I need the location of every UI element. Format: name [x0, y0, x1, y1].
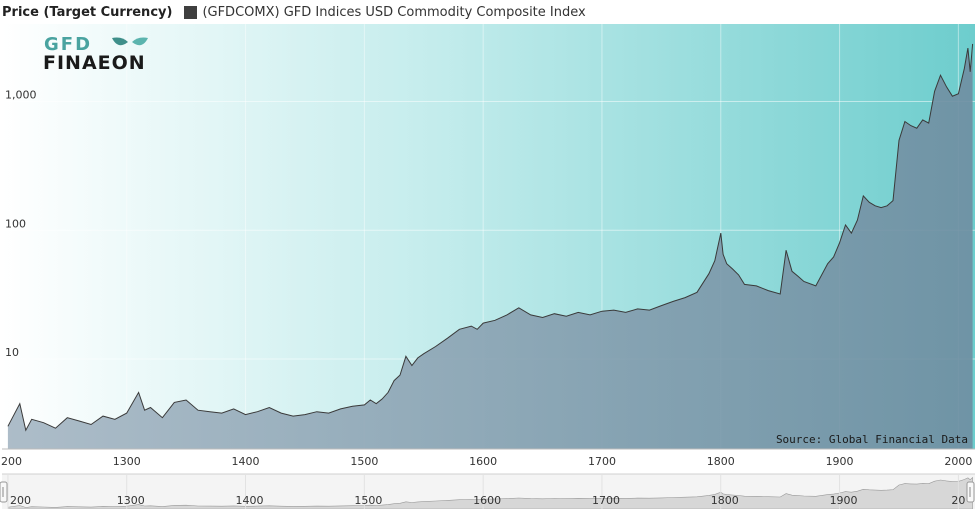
navigator-tick-label: 1700	[592, 494, 620, 507]
y-axis-ticks: 10 100 1,000	[5, 89, 37, 359]
legend-swatch	[184, 5, 198, 19]
chart-header: Price (Target Currency) (GFDCOMX) GFD In…	[0, 0, 975, 24]
navigator-right-handle[interactable]	[966, 481, 975, 503]
navigator-series	[7, 476, 973, 509]
navigator-tick-label: 1600	[473, 494, 501, 507]
x-tick-label: 1300	[113, 455, 141, 468]
leaf-icon	[112, 37, 148, 46]
logo-finaeon-text: FINAEON	[43, 52, 146, 74]
x-tick-label: 1800	[707, 455, 735, 468]
x-axis-ticks: 1200 1300 1400 1500 1600 1700 1800 1900 2000	[0, 455, 972, 468]
x-tick-label: 1400	[232, 455, 260, 468]
logo-gfd-text: GFD	[44, 34, 92, 55]
x-tick-label: 1600	[469, 455, 497, 468]
x-tick-label: 2000	[944, 455, 972, 468]
navigator-tick-label: 1300	[117, 494, 145, 507]
navigator-tick-label: 1400	[236, 494, 264, 507]
gfd-finaeon-logo: GFD FINAEON	[43, 34, 148, 74]
y-axis-title: Price (Target Currency)	[2, 4, 173, 20]
source-label: Source: Global Financial Data	[776, 433, 968, 446]
navigator-tick-label: 1900	[830, 494, 858, 507]
y-tick-label: 100	[5, 217, 26, 230]
series-line	[7, 43, 974, 432]
navigator-left-handle[interactable]	[0, 481, 8, 503]
navigator-tick-label: 20	[951, 494, 965, 507]
series-area	[7, 43, 973, 450]
navigator-ticks: 200 1300 1400 1500 1600 1700 1800 1900 20	[7, 474, 965, 509]
legend-series-label: (GFDCOMX) GFD Indices USD Commodity Comp…	[202, 4, 586, 20]
x-tick-label: 1200	[0, 455, 22, 468]
x-tick-label: 1700	[588, 455, 616, 468]
x-tick-label: 1900	[826, 455, 854, 468]
y-tick-label: 1,000	[5, 89, 37, 102]
x-tick-label: 1500	[350, 455, 378, 468]
navigator-tick-label: 200	[10, 494, 31, 507]
navigator-tick-label: 1800	[711, 494, 739, 507]
y-tick-label: 10	[5, 346, 19, 359]
navigator-tick-label: 1500	[354, 494, 382, 507]
